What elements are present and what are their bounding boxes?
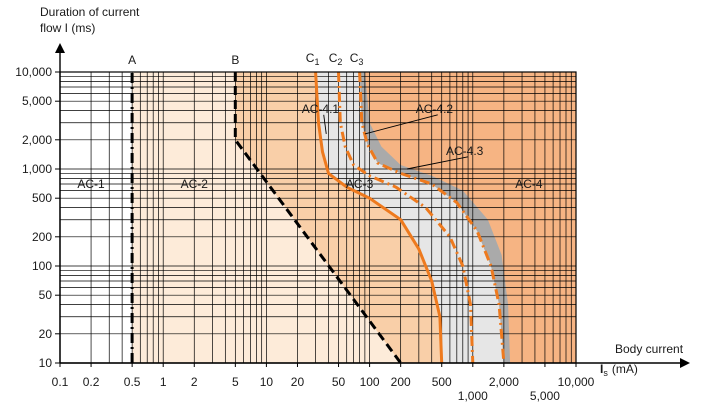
y-tick-label: 5,000	[22, 94, 52, 108]
curve-c1	[314, 71, 444, 364]
x-axis-symbol-subscript: s	[603, 368, 608, 378]
x-tick-label: 1,000	[458, 389, 488, 403]
x-tick-label: 10,000	[558, 375, 595, 389]
x-tick-label: 50	[332, 375, 346, 389]
zone-fill-ac-4-3	[359, 72, 511, 363]
zone-label: AC-1	[77, 177, 105, 191]
curve-label-subscript: 3	[358, 57, 363, 67]
x-tick-label: 2	[191, 375, 198, 389]
zone-label: AC-3	[346, 177, 374, 191]
label-layer: Duration of current flow I (ms) Body cur…	[40, 5, 684, 378]
annotation-leader	[323, 114, 327, 134]
x-axis-title-line-1: Body current	[615, 342, 684, 356]
annotation-leader	[364, 114, 438, 135]
curve-label-c2: C2	[329, 51, 343, 67]
curve-c2	[337, 71, 475, 364]
annotation-label: AC-4.3	[446, 144, 484, 158]
curve-b	[233, 72, 402, 364]
y-tick-label: 10	[39, 356, 53, 370]
x-tick-label: 0.5	[124, 375, 141, 389]
zone-label: AC-4	[515, 177, 543, 191]
y-tick-label: 200	[32, 230, 52, 244]
y-tick-label: 10,000	[15, 65, 52, 79]
curve-c3	[358, 71, 506, 364]
x-tick-label: 5,000	[530, 389, 560, 403]
annotation-leader	[406, 156, 469, 170]
y-tick-label: 1,000	[22, 162, 52, 176]
y-axis-arrow	[55, 43, 65, 53]
y-axis-title-line-2: flow I (ms)	[40, 21, 95, 35]
curve-label-c1: C1	[306, 51, 320, 67]
x-axis-symbol: I	[600, 362, 603, 376]
line-label-a: A	[128, 53, 136, 67]
x-tick-label: 10	[260, 375, 274, 389]
annotation-label: AC-4.2	[416, 102, 454, 116]
x-tick-label: 500	[432, 375, 452, 389]
curve-label-letter: C	[350, 51, 359, 65]
zone-label: AC-2	[181, 177, 209, 191]
curve-label-subscript: 1	[314, 57, 319, 67]
y-tick-label: 2,000	[22, 133, 52, 147]
x-tick-label: 2,000	[489, 375, 519, 389]
tick-layer: 0.1 0.2 0.5 1 2 5 10 20 50 100 200 5001,0002,0005,0…	[15, 65, 594, 403]
x-tick-label: 5	[232, 375, 239, 389]
x-tick-label: 100	[360, 375, 380, 389]
y-tick-label: 20	[39, 327, 53, 341]
x-axis-unit: (mA)	[612, 362, 638, 376]
x-tick-label: 0.1	[52, 375, 69, 389]
x-axis-arrow	[680, 358, 690, 368]
curve-label-letter: C	[306, 51, 315, 65]
x-tick-label: 0.2	[83, 375, 100, 389]
x-tick-label: 1	[160, 375, 167, 389]
x-axis-title-line-2: Is (mA)	[600, 362, 638, 378]
line-label-b: B	[231, 53, 239, 67]
y-tick-label: 100	[32, 259, 52, 273]
x-tick-label: 200	[391, 375, 411, 389]
curve-label-letter: C	[329, 51, 338, 65]
curve-label-subscript: 2	[337, 57, 342, 67]
y-axis-title-line-1: Duration of current	[40, 5, 140, 19]
curve-label-c3: C3	[350, 51, 364, 67]
series-layer	[130, 71, 506, 364]
y-tick-label: 50	[39, 288, 53, 302]
annotation-label: AC-4.1	[302, 102, 340, 116]
x-tick-label: 20	[291, 375, 305, 389]
y-tick-label: 500	[32, 191, 52, 205]
